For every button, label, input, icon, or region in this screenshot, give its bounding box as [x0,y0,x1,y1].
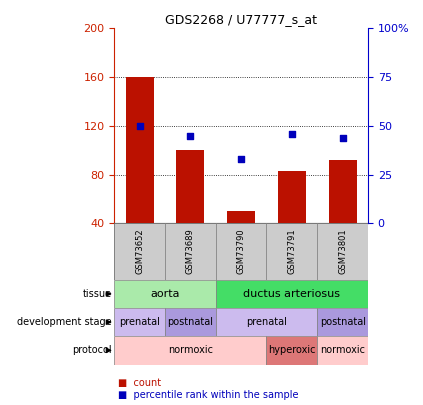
Bar [266,336,317,364]
Bar [114,224,165,280]
Bar [165,308,216,336]
Text: GSM73689: GSM73689 [186,229,195,275]
Text: normoxic: normoxic [168,345,213,355]
Text: protocol: protocol [72,345,112,355]
Text: GSM73652: GSM73652 [135,229,144,275]
Bar [114,336,266,364]
Point [238,156,244,162]
Text: ■  percentile rank within the sample: ■ percentile rank within the sample [118,390,299,400]
Bar [317,336,368,364]
Bar [216,280,368,308]
Text: GSM73791: GSM73791 [287,229,297,275]
Bar [266,224,317,280]
Text: tissue: tissue [82,289,112,299]
Text: GSM73801: GSM73801 [338,229,347,275]
Title: GDS2268 / U77777_s_at: GDS2268 / U77777_s_at [165,13,317,26]
Point [136,123,143,129]
Text: ductus arteriosus: ductus arteriosus [243,289,341,299]
Bar [114,308,165,336]
Bar [126,77,154,272]
Text: hyperoxic: hyperoxic [268,345,316,355]
Text: aorta: aorta [150,289,180,299]
Bar [317,224,368,280]
Text: GSM73790: GSM73790 [236,229,246,275]
Bar [176,150,204,272]
Point [339,134,346,141]
Bar [227,211,255,272]
Bar [278,171,306,272]
Bar [114,280,216,308]
Text: ■  count: ■ count [118,378,162,388]
Point [288,130,295,137]
Point [187,132,194,139]
Bar [216,308,317,336]
Text: postnatal: postnatal [320,317,365,327]
Bar [329,160,357,272]
Text: normoxic: normoxic [320,345,365,355]
Text: prenatal: prenatal [246,317,287,327]
Text: prenatal: prenatal [119,317,160,327]
Bar [317,308,368,336]
Text: development stage: development stage [17,317,112,327]
Text: postnatal: postnatal [168,317,213,327]
Bar [165,224,216,280]
Bar [216,224,266,280]
